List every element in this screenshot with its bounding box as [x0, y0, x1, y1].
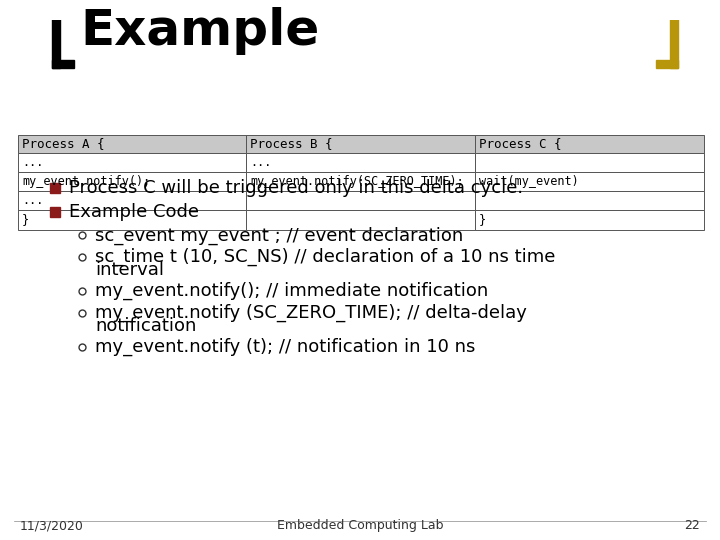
Text: Process C will be triggered only in this delta cycle.: Process C will be triggered only in this…	[69, 179, 523, 197]
Text: Embedded Computing Lab: Embedded Computing Lab	[276, 519, 444, 532]
Text: }: }	[22, 213, 29, 226]
Bar	[670, 0, 678, 68]
Text: }: }	[479, 213, 486, 226]
Bar	[475, 135, 704, 152]
Bar	[18, 211, 246, 229]
Text: my_event.notify (SC_ZERO_TIME); // delta-delay: my_event.notify (SC_ZERO_TIME); // delta…	[95, 303, 527, 322]
Bar	[52, 0, 60, 68]
Bar	[18, 172, 246, 191]
Text: ...: ...	[22, 156, 43, 168]
Text: 22: 22	[684, 519, 700, 532]
Text: my_event.notify();: my_event.notify();	[22, 175, 150, 188]
Bar	[18, 191, 246, 211]
Text: my_event.notify(); // immediate notification: my_event.notify(); // immediate notifica…	[95, 282, 488, 300]
Bar	[246, 172, 475, 191]
Bar	[18, 135, 246, 152]
Bar	[475, 152, 704, 172]
Text: my_event.notify (t); // notification in 10 ns: my_event.notify (t); // notification in …	[95, 338, 475, 356]
Bar	[475, 191, 704, 211]
Bar	[246, 135, 475, 152]
Text: notification: notification	[95, 317, 197, 335]
Bar	[52, 60, 74, 68]
Text: my_event.notify(SC_ZERO_TIME);: my_event.notify(SC_ZERO_TIME);	[250, 175, 464, 188]
Text: Example: Example	[80, 7, 319, 55]
Text: Process B {: Process B {	[250, 137, 333, 150]
Bar	[246, 152, 475, 172]
Bar	[475, 172, 704, 191]
Text: wait(my_event): wait(my_event)	[479, 175, 579, 188]
Bar	[18, 152, 246, 172]
Text: interval: interval	[95, 261, 164, 279]
Text: sc_time t (10, SC_NS) // declaration of a 10 ns time: sc_time t (10, SC_NS) // declaration of …	[95, 247, 555, 266]
Bar	[656, 60, 678, 68]
Bar	[246, 191, 475, 211]
Text: ...: ...	[22, 194, 43, 207]
Text: ...: ...	[250, 156, 271, 168]
Bar	[246, 211, 475, 229]
Text: 11/3/2020: 11/3/2020	[20, 519, 84, 532]
Bar	[475, 211, 704, 229]
Text: sc_event my_event ; // event declaration: sc_event my_event ; // event declaration	[95, 226, 463, 245]
Text: Process C {: Process C {	[479, 137, 562, 150]
Text: Example Code: Example Code	[69, 203, 199, 221]
Text: Process A {: Process A {	[22, 137, 104, 150]
